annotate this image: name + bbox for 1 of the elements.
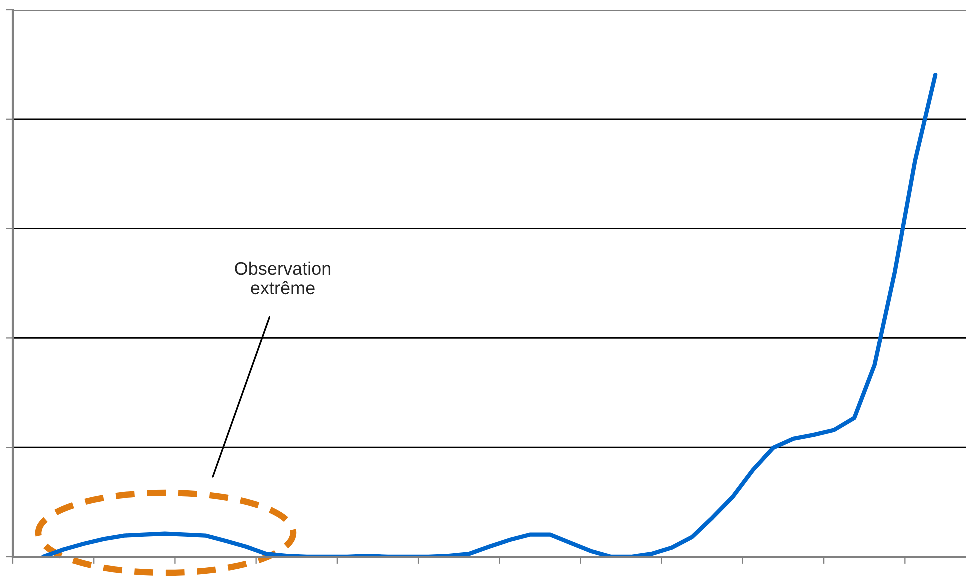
annotation: Observation extrême	[235, 262, 331, 295]
